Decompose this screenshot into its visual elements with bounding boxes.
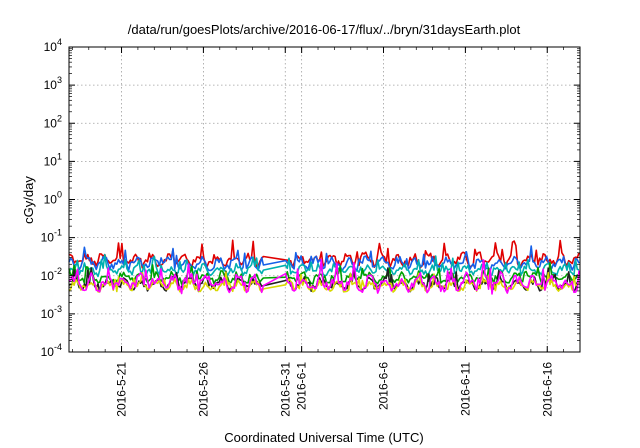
x-tick-label: 2016-6-1: [295, 362, 309, 410]
y-tick-label: 10-1: [41, 228, 62, 245]
chart: /data/run/goesPlots/archive/2016-06-17/f…: [0, 0, 640, 448]
x-tick-label: 2016-6-11: [458, 362, 472, 416]
y-axis-label: cGy/day: [21, 176, 36, 224]
x-tick-label: 2016-5-21: [115, 362, 129, 417]
y-tick-label: 100: [44, 190, 62, 207]
y-tick-label: 103: [44, 75, 62, 92]
y-tick-label: 104: [44, 37, 62, 54]
y-tick-label: 10-4: [41, 342, 62, 359]
x-tick-label: 2016-6-6: [377, 362, 391, 410]
series-layer: [69, 240, 579, 294]
y-tick-label: 10-3: [41, 304, 62, 321]
x-tick-label: 2016-5-26: [196, 362, 210, 417]
grid: [69, 47, 580, 352]
y-tick-label: 102: [44, 113, 62, 130]
x-tick-label: 2016-5-31: [278, 362, 292, 417]
y-tick-label: 10-2: [41, 266, 62, 283]
x-axis-label: Coordinated Universal Time (UTC): [224, 430, 423, 445]
x-tick-label: 2016-6-16: [540, 362, 554, 417]
x-axis: 2016-5-21 2016-5-26 2016-5-31 2016-6-1 2016-…: [72, 47, 563, 417]
chart-title: /data/run/goesPlots/archive/2016-06-17/f…: [128, 22, 521, 37]
y-tick-label: 101: [44, 151, 62, 168]
